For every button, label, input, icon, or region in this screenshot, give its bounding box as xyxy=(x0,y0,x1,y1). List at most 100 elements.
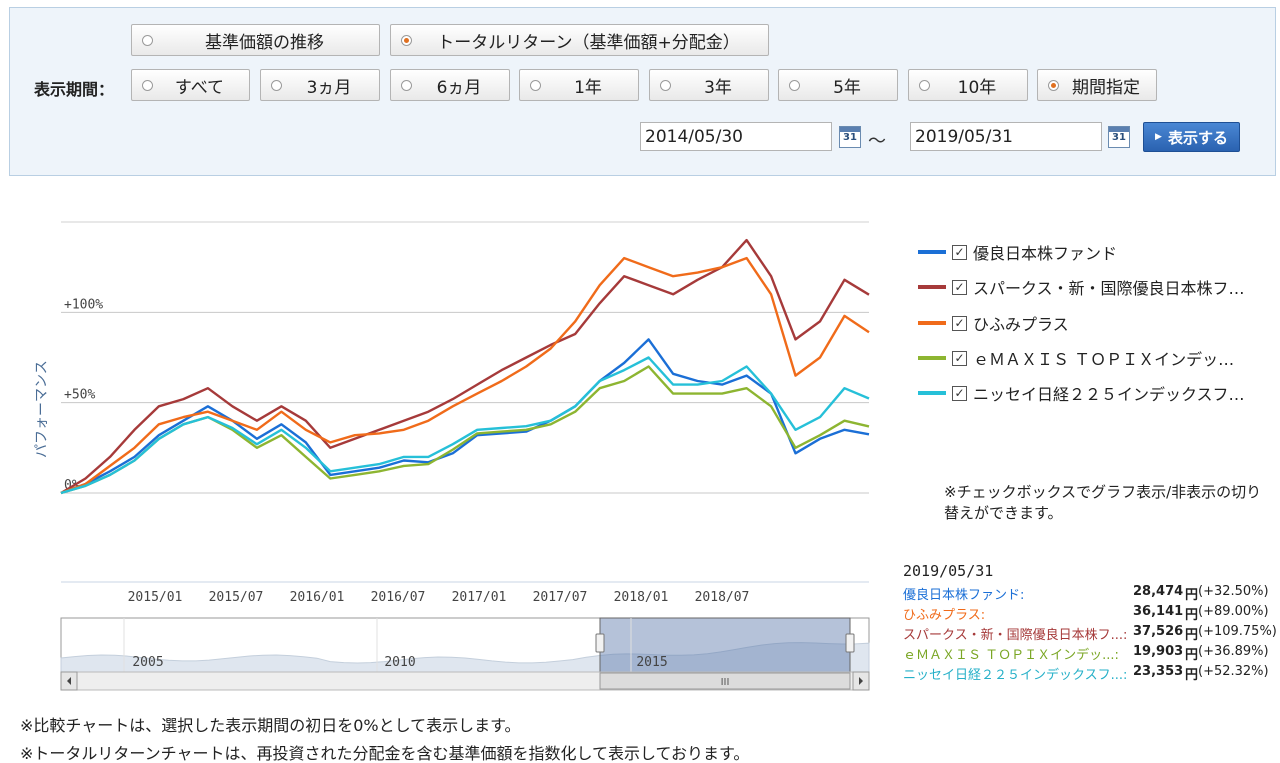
y-tick-label: +100% xyxy=(64,297,103,312)
range-navigator[interactable]: 2005 2010 2015 III xyxy=(60,617,870,691)
footnote: ※比較チャートは、選択した表示期間の初日を0%として表示します。 xyxy=(20,716,521,735)
radio-icon xyxy=(142,35,153,46)
x-tick-label: 2015/07 xyxy=(209,590,264,605)
tooltip-unit: 円 xyxy=(1185,668,1199,683)
legend-swatch xyxy=(918,391,946,395)
period-1y-button[interactable]: 1年 xyxy=(519,69,639,101)
radio-icon xyxy=(401,35,412,46)
legend-note: ※チェックボックスでグラフ表示/非表示の切り替えができます。 xyxy=(944,483,1262,522)
navigator-handle[interactable] xyxy=(845,633,855,653)
navigator-tick-label: 2005 xyxy=(132,655,163,670)
tooltip-row: ニッセイ日経２２５インデックスフ...: 23,353 円 (+52.32%) xyxy=(903,664,1269,684)
tooltip-fund-name: ひふみプラス: xyxy=(903,608,986,623)
arrow-right-icon: ▶ xyxy=(1155,132,1162,142)
legend-label: ひふみプラス xyxy=(973,315,1069,334)
legend-swatch xyxy=(918,285,946,289)
tooltip-value: 23,353 xyxy=(1133,664,1184,679)
period-label-text: 5年 xyxy=(833,77,861,98)
checkbox-icon[interactable]: ✓ xyxy=(952,244,967,260)
navigator-handle[interactable] xyxy=(595,633,605,653)
period-label-text: 期間指定 xyxy=(1072,77,1140,98)
scrollbar-thumb[interactable] xyxy=(599,672,851,690)
period-label-text: 3ヵ月 xyxy=(306,77,352,98)
tooltip-pct: (+52.32%) xyxy=(1198,664,1269,679)
period-custom-button[interactable]: 期間指定 xyxy=(1037,69,1157,101)
mode-total-return-label: トータルリターン（基準価額+分配金） xyxy=(437,32,740,53)
start-date-input[interactable] xyxy=(640,122,832,151)
show-button-label: 表示する xyxy=(1167,128,1228,147)
checkbox-icon[interactable]: ✓ xyxy=(952,385,967,401)
legend-item[interactable]: ✓ 優良日本株ファンド xyxy=(918,240,1117,264)
legend-swatch xyxy=(918,250,946,254)
series-line xyxy=(60,238,870,495)
period-5y-button[interactable]: 5年 xyxy=(778,69,898,101)
tooltip-fund-name: スパークス・新・国際優良日本株フ...: xyxy=(903,628,1127,643)
legend-item[interactable]: ✓ ひふみプラス xyxy=(918,311,1069,335)
x-tick-label: 2017/01 xyxy=(452,590,507,605)
period-label-text: 10年 xyxy=(957,77,997,98)
tooltip-unit: 円 xyxy=(1185,608,1199,623)
series-lines xyxy=(60,238,870,495)
calendar-icon[interactable]: 31 xyxy=(839,126,861,148)
tooltip-fund-name: 優良日本株ファンド: xyxy=(903,588,1025,603)
end-date-input[interactable] xyxy=(910,122,1102,151)
y-tick-label: +50% xyxy=(64,388,95,403)
x-tick-label: 2018/07 xyxy=(695,590,750,605)
period-label-text: すべて xyxy=(174,77,225,98)
show-button[interactable]: ▶ 表示する xyxy=(1143,122,1240,152)
period-label-text: 1年 xyxy=(574,77,602,98)
period-6m-button[interactable]: 6ヵ月 xyxy=(390,69,510,101)
y-axis-title: パフォーマンス xyxy=(34,360,50,458)
x-tick-label: 2016/01 xyxy=(290,590,345,605)
calendar-icon[interactable]: 31 xyxy=(1108,126,1130,148)
navigator-tick-label: 2010 xyxy=(384,655,415,670)
mode-price-label: 基準価額の推移 xyxy=(205,32,324,53)
legend-label: ｅＭＡＸＩＳ ＴＯＰＩＸインデッ… xyxy=(973,350,1235,369)
period-label-text: 6ヵ月 xyxy=(436,77,482,98)
performance-chart: 0%+50%+100% パフォーマンス 2015/01 2015/07 2016/0… xyxy=(34,221,870,691)
footnote: ※トータルリターンチャートは、再投資された分配金を含む基準価額を指数化して表示し… xyxy=(20,744,750,763)
x-tick-label: 2016/07 xyxy=(371,590,426,605)
period-all-button[interactable]: すべて xyxy=(131,69,250,101)
legend-label: スパークス・新・国際優良日本株フ… xyxy=(973,279,1245,298)
radio-icon xyxy=(1048,80,1059,91)
legend-label: 優良日本株ファンド xyxy=(973,244,1118,263)
tooltip-pct: (+109.75%) xyxy=(1198,624,1277,639)
tooltip-unit: 円 xyxy=(1185,588,1199,603)
legend-item[interactable]: ✓ ニッセイ日経２２５インデックスフ… xyxy=(918,381,1245,405)
navigator-tick-label: 2015 xyxy=(636,655,667,670)
mode-total-return-button[interactable]: トータルリターン（基準価額+分配金） xyxy=(390,24,769,56)
series-line xyxy=(60,256,870,495)
legend-swatch xyxy=(918,356,946,360)
tooltip-pct: (+32.50%) xyxy=(1198,584,1269,599)
legend-item[interactable]: ✓ スパークス・新・国際優良日本株フ… xyxy=(918,275,1245,299)
checkbox-icon[interactable]: ✓ xyxy=(952,279,967,295)
tooltip-fund-name: ｅＭＡＸＩＳ ＴＯＰＩＸインデッ...: xyxy=(903,648,1119,663)
radio-icon xyxy=(142,80,153,91)
range-separator: ～ xyxy=(868,131,886,152)
period-3y-button[interactable]: 3年 xyxy=(649,69,769,101)
radio-icon xyxy=(919,80,930,91)
tooltip-value: 28,474 xyxy=(1133,584,1184,599)
x-axis-labels: 2015/01 2015/07 2016/01 2016/07 2017/01 2017/… xyxy=(128,590,750,605)
checkbox-icon[interactable]: ✓ xyxy=(952,350,967,366)
mode-price-button[interactable]: 基準価額の推移 xyxy=(131,24,380,56)
arrow-right-icon xyxy=(859,677,863,685)
tooltip-fund-name: ニッセイ日経２２５インデックスフ...: xyxy=(903,668,1127,683)
arrow-left-icon xyxy=(67,677,71,685)
tooltip-row: ｅＭＡＸＩＳ ＴＯＰＩＸインデッ...: 19,903 円 (+36.89%) xyxy=(903,644,1269,664)
tooltip-date: 2019/05/31 xyxy=(903,562,994,580)
period-3m-button[interactable]: 3ヵ月 xyxy=(260,69,380,101)
radio-icon xyxy=(271,80,282,91)
scrollbar-grip: III xyxy=(721,677,730,688)
period-10y-button[interactable]: 10年 xyxy=(908,69,1028,101)
tooltip-value: 37,526 xyxy=(1133,624,1184,639)
radio-icon xyxy=(660,80,671,91)
tooltip-value: 36,141 xyxy=(1133,604,1184,619)
legend-item[interactable]: ✓ ｅＭＡＸＩＳ ＴＯＰＩＸインデッ… xyxy=(918,346,1234,370)
tooltip-unit: 円 xyxy=(1185,648,1199,663)
navigator-area xyxy=(60,642,870,673)
grid xyxy=(61,221,869,583)
tooltip-pct: (+89.00%) xyxy=(1198,604,1269,619)
checkbox-icon[interactable]: ✓ xyxy=(952,315,967,331)
